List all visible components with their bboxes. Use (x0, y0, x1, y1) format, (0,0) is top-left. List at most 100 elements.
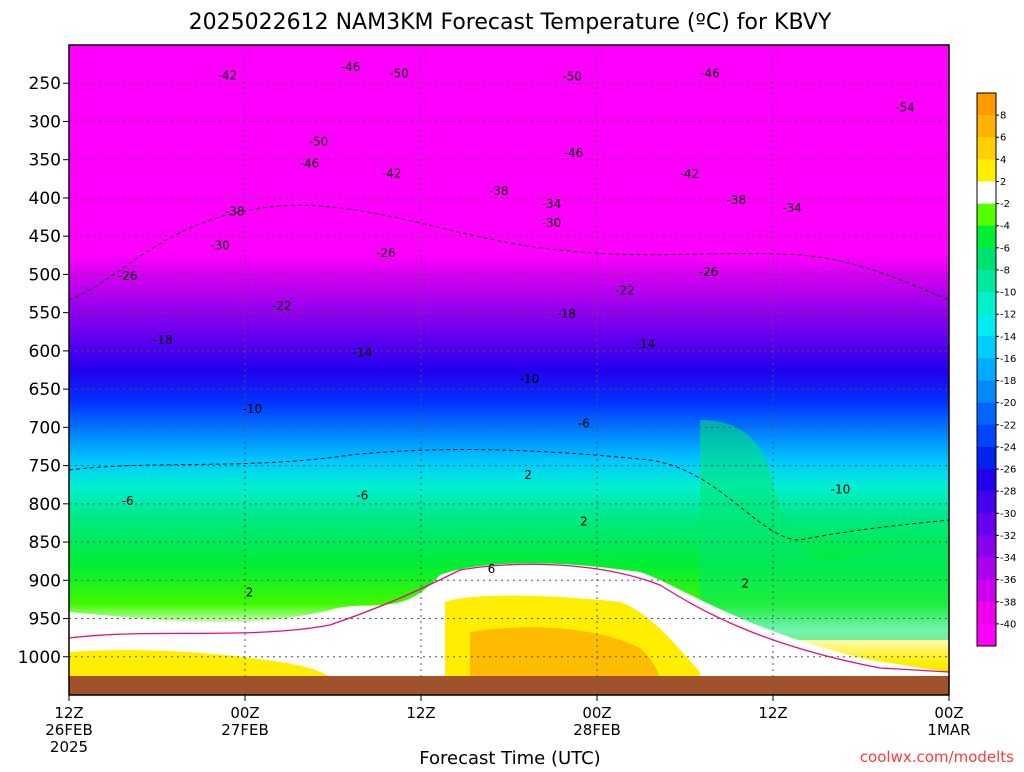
y-tick-label: 350 (29, 151, 61, 171)
contour-label: -18 (153, 333, 173, 347)
contour-label: -46 (564, 146, 584, 160)
contour-label: -6 (578, 417, 590, 431)
plot-frame (68, 44, 950, 696)
y-tick-label: 950 (29, 610, 61, 630)
contour-label: -26 (376, 246, 396, 260)
colorbar-label: -24 (1000, 442, 1016, 453)
y-tick-label: 750 (29, 457, 61, 477)
colorbar-label: -4 (1000, 221, 1010, 232)
colorbar-label: -8 (1000, 265, 1010, 276)
contour-label: -26 (699, 265, 719, 279)
y-tick-label: 550 (29, 304, 61, 324)
contour-label: -50 (562, 69, 582, 83)
colorbar-swatch (977, 159, 996, 182)
colorbar-swatch (977, 446, 996, 470)
colorbar-swatch (977, 469, 996, 492)
colorbar-swatch (977, 513, 996, 536)
colorbar-frame (976, 92, 997, 647)
colorbar-swatch (977, 314, 996, 337)
y-axis: 250 300 350 400 450 500 550 600 650 700 750 800 850 9… (18, 74, 69, 668)
cold-trough-shading (700, 420, 949, 640)
contour-label: 2 (524, 468, 532, 482)
contour-label: -30 (542, 216, 562, 230)
contour-label: -22 (272, 299, 292, 313)
plot-area: -46 -42 -50 -50 -46 -54 -50 -46 -46 -42 -42 -38 -34 -… (69, 45, 949, 695)
contour-label: -46 (700, 66, 720, 80)
x-tick-label: 26FEB (45, 721, 92, 739)
colorbar-swatch (977, 247, 996, 271)
colorbar-swatch (977, 623, 996, 647)
isotherm-zero-line (69, 563, 949, 673)
colorbar-label: 4 (1000, 155, 1006, 166)
y-tick-label: 500 (29, 265, 61, 285)
colorbar-swatch (977, 93, 996, 116)
colorbar-swatch (977, 336, 996, 359)
contour-label: -42 (218, 69, 238, 83)
contour-label: -22 (615, 283, 635, 297)
contour-label: 6 (488, 562, 496, 576)
y-tick-label: 250 (29, 74, 61, 94)
contour-label: -26 (118, 269, 138, 283)
colorbar-swatch (977, 181, 996, 205)
y-tick-label: 650 (29, 380, 61, 400)
colorbar-label: -36 (1000, 575, 1016, 586)
dashed-isotherm-upper (69, 204, 949, 301)
contour-label: -14 (636, 337, 656, 351)
y-tick-label: 1000 (18, 648, 61, 668)
contour-label: -34 (782, 201, 802, 215)
contour-labels: -46 -42 -50 -50 -46 -54 -50 -46 -46 -42 -42 -38 -34 -… (118, 60, 915, 599)
colorbar-swatch (977, 491, 996, 514)
contour-label: -50 (389, 66, 409, 80)
colorbar-label: -40 (1000, 619, 1016, 630)
colorbar-label: -6 (1000, 243, 1010, 254)
x-tick-label: 27FEB (221, 721, 268, 739)
ground-band (69, 676, 949, 695)
contour-label: -38 (225, 205, 245, 219)
colorbar-swatch (977, 203, 996, 227)
x-axis-label: Forecast Time (UTC) (419, 748, 600, 768)
dashed-isotherm-mid (69, 449, 949, 541)
x-tick-label: 00Z (230, 704, 259, 722)
colorbar-label: -16 (1000, 354, 1016, 365)
colorbar-swatch (977, 557, 996, 581)
colorbar-swatch (977, 579, 996, 603)
colorbar-swatch (977, 402, 996, 426)
contour-label: -18 (556, 307, 576, 321)
colorbar-label: -38 (1000, 597, 1016, 608)
colorbar-label: 2 (1000, 177, 1006, 188)
colorbar-label: -12 (1000, 310, 1016, 321)
colorbar-label: -18 (1000, 376, 1016, 387)
x-tick-label: 12Z (758, 704, 787, 722)
colorbar-swatch (977, 535, 996, 559)
colorbar-label: 6 (1000, 133, 1006, 144)
colorbar-swatch (977, 601, 996, 625)
colorbar-swatch (977, 137, 996, 160)
x-tick-label: 00Z (582, 704, 611, 722)
contour-label: -30 (210, 238, 230, 252)
contour-label: 2 (741, 576, 749, 590)
contour-label: -10 (520, 372, 540, 386)
colorbar-swatch (977, 292, 996, 315)
credit-label: coolwx.com/modelts (860, 748, 1014, 766)
colorbar-label: 8 (1000, 111, 1006, 122)
x-tick-label: 00Z (934, 704, 963, 722)
colorbar-label: -22 (1000, 420, 1016, 431)
contour-label: -6 (356, 488, 368, 502)
colorbar-label: -14 (1000, 332, 1016, 343)
y-tick-label: 850 (29, 533, 61, 553)
warm-layer-orange-mid (470, 627, 660, 682)
colorbar-label: -30 (1000, 509, 1016, 520)
contour-label: -46 (300, 157, 320, 171)
x-tick-label: 1MAR (927, 721, 970, 739)
y-tick-label: 400 (29, 189, 61, 209)
colorbar-label: -28 (1000, 487, 1016, 498)
contour-label: -54 (895, 101, 915, 115)
colorbar-swatch (977, 115, 996, 138)
colorbar: 8 6 4 2 -2 -4 -6 -8 -10 -12 -14 -16 -18 -20 -22 -24 -26 -… (976, 92, 1016, 647)
contour-label: -6 (122, 494, 134, 508)
colorbar-swatch (977, 380, 996, 404)
chart-title: 2025022612 NAM3KM Forecast Temperature (… (189, 10, 832, 35)
contour-label: 2 (246, 586, 254, 600)
colorbar-swatch (977, 269, 996, 293)
colorbar-label: -2 (1000, 199, 1010, 210)
